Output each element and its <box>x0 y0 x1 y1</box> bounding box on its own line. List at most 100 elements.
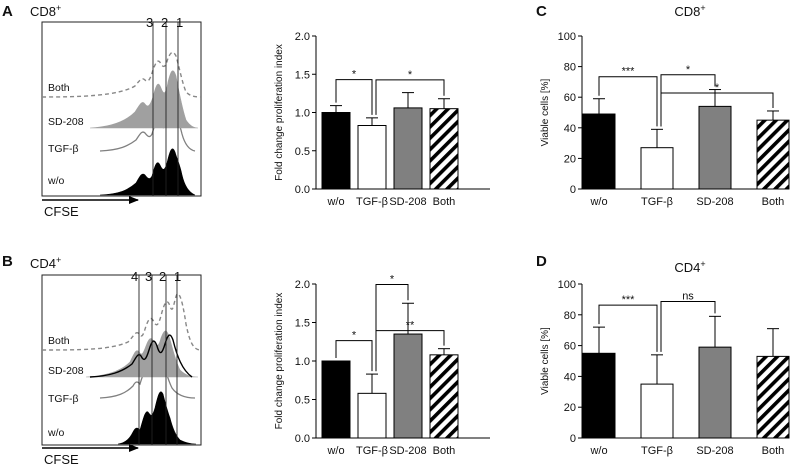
histogram-a-label-tgfb: TGF-β <box>48 143 79 155</box>
bar-both <box>429 108 459 190</box>
x-tick-label: SD-208 <box>389 445 426 457</box>
y-tick-label: 0.0 <box>295 433 310 445</box>
bar-sd-208 <box>698 346 732 439</box>
bar-sd-208 <box>393 333 423 439</box>
significance-bracket <box>598 304 658 352</box>
bar-tgf- <box>357 125 387 190</box>
panel-a: A CD8+ 3 2 1 Both SD-208 TGF-β w/o CFS <box>2 3 202 219</box>
histogram-b-label-both: Both <box>48 335 70 347</box>
histogram-a-trace-sd208 <box>89 70 199 129</box>
y-tick-label: 1.0 <box>295 356 310 368</box>
y-tick-label: 0 <box>570 433 576 445</box>
x-tick-label: SD-208 <box>696 196 733 208</box>
panel-label-d: D <box>536 253 547 270</box>
y-tick-label: 80 <box>564 62 576 74</box>
y-axis-label: Fold change proliferation index <box>274 44 285 181</box>
chart-title: CD4+ <box>674 259 705 275</box>
x-tick-label: Both <box>433 445 456 457</box>
y-tick-label: 0.0 <box>295 184 310 196</box>
peak-label-b-4: 4 <box>131 269 138 284</box>
significance-bracket <box>375 79 445 115</box>
x-tick-label: w/o <box>589 196 607 208</box>
peak-label-b-3: 3 <box>145 269 152 284</box>
significance-label: *** <box>622 294 636 306</box>
panel-label-b: B <box>2 253 13 270</box>
bar-w-o <box>321 360 351 439</box>
x-tick-label: TGF-β <box>641 196 673 208</box>
y-axis-label: Viable cells [%] <box>540 78 551 146</box>
y-tick-label: 2.0 <box>295 31 310 43</box>
significance-label: * <box>715 82 720 94</box>
bar-chart-c: CD8+ 0 20 40 60 80 100 Viable cells [%] w/o TGF-β… <box>540 3 790 208</box>
significance-bracket <box>660 301 716 352</box>
y-tick-label: 1.0 <box>295 108 310 120</box>
significance-label: * <box>686 64 691 76</box>
y-tick-label: 40 <box>564 371 576 383</box>
histogram-b-trace-sd208-outline <box>89 334 193 378</box>
histogram-b-label-sd208: SD-208 <box>48 365 84 377</box>
y-tick-label: 100 <box>558 31 576 43</box>
bar-both <box>756 355 790 439</box>
cfse-label-a: CFSE <box>44 204 79 219</box>
bar-chart-b: 0.0 0.5 1.0 1.5 2.0 Fold change proliferation… <box>274 273 490 457</box>
significance-label: *** <box>622 66 636 78</box>
panel-a-title: CD8+ <box>30 3 61 19</box>
y-tick-label: 40 <box>564 123 576 135</box>
bar-sd-208 <box>698 105 732 190</box>
peak-label-a-1: 1 <box>176 15 183 30</box>
bar-w-o <box>582 352 616 439</box>
significance-bracket <box>598 76 658 127</box>
bar-w-o <box>321 112 351 190</box>
panel-b: B CD4+ 4 3 2 1 Both SD-208 TGF-β <box>2 253 202 467</box>
x-tick-label: w/o <box>326 445 344 457</box>
x-tick-label: w/o <box>326 196 344 208</box>
y-tick-label: 0.5 <box>295 146 310 158</box>
y-tick-label: 0 <box>570 184 576 196</box>
histogram-b-trace-both <box>41 293 202 351</box>
histogram-a: 3 2 1 Both SD-208 TGF-β w/o <box>41 15 202 197</box>
y-tick-label: 60 <box>564 341 576 353</box>
significance-label: * <box>352 69 357 81</box>
x-tick-label: Both <box>762 196 785 208</box>
panel-label-a: A <box>2 3 13 20</box>
significance-label: ** <box>406 320 415 332</box>
histogram-a-label-wo: w/o <box>47 175 65 187</box>
significance-label: * <box>408 69 413 81</box>
x-tick-label: Both <box>762 445 785 457</box>
histogram-b-trace-wo <box>117 391 197 445</box>
peak-label-a-3: 3 <box>146 15 153 30</box>
histogram-a-trace-wo <box>99 148 196 196</box>
y-tick-label: 20 <box>564 153 576 165</box>
peak-label-a-2: 2 <box>161 15 168 30</box>
bar-tgf- <box>640 147 674 190</box>
histogram-a-label-both: Both <box>48 82 70 94</box>
x-tick-label: Both <box>433 196 456 208</box>
x-tick-label: SD-208 <box>389 196 426 208</box>
panel-label-c: C <box>536 3 547 20</box>
cfse-label-b: CFSE <box>44 452 79 467</box>
significance-label: * <box>390 273 395 285</box>
y-tick-label: 20 <box>564 402 576 414</box>
bar-sd-208 <box>393 107 423 190</box>
x-tick-label: TGF-β <box>641 445 673 457</box>
x-tick-label: w/o <box>589 445 607 457</box>
y-tick-label: 0.5 <box>295 395 310 407</box>
peak-label-b-2: 2 <box>159 269 166 284</box>
bar-tgf- <box>640 383 674 439</box>
x-tick-label: TGF-β <box>356 445 388 457</box>
y-axis-label: Fold change proliferation index <box>274 293 285 430</box>
bar-tgf- <box>357 392 387 439</box>
y-tick-label: 2.0 <box>295 279 310 291</box>
bar-chart-d: CD4+ 0 20 40 60 80 100 Viable cells [%] w/o TGF-β… <box>540 259 790 457</box>
chart-title: CD8+ <box>674 3 705 19</box>
significance-bracket <box>375 330 445 372</box>
x-tick-label: TGF-β <box>356 196 388 208</box>
y-tick-label: 1.5 <box>295 69 310 81</box>
significance-label: * <box>352 330 357 342</box>
histogram-b-label-tgfb: TGF-β <box>48 393 79 405</box>
significance-bracket <box>335 340 373 372</box>
histogram-b: 4 3 2 1 Both SD-208 TGF-β w/o <box>41 269 202 446</box>
y-tick-label: 100 <box>558 279 576 291</box>
bar-chart-a: 0.0 0.5 1.0 1.5 2.0 Fold change proliferation… <box>274 31 490 208</box>
